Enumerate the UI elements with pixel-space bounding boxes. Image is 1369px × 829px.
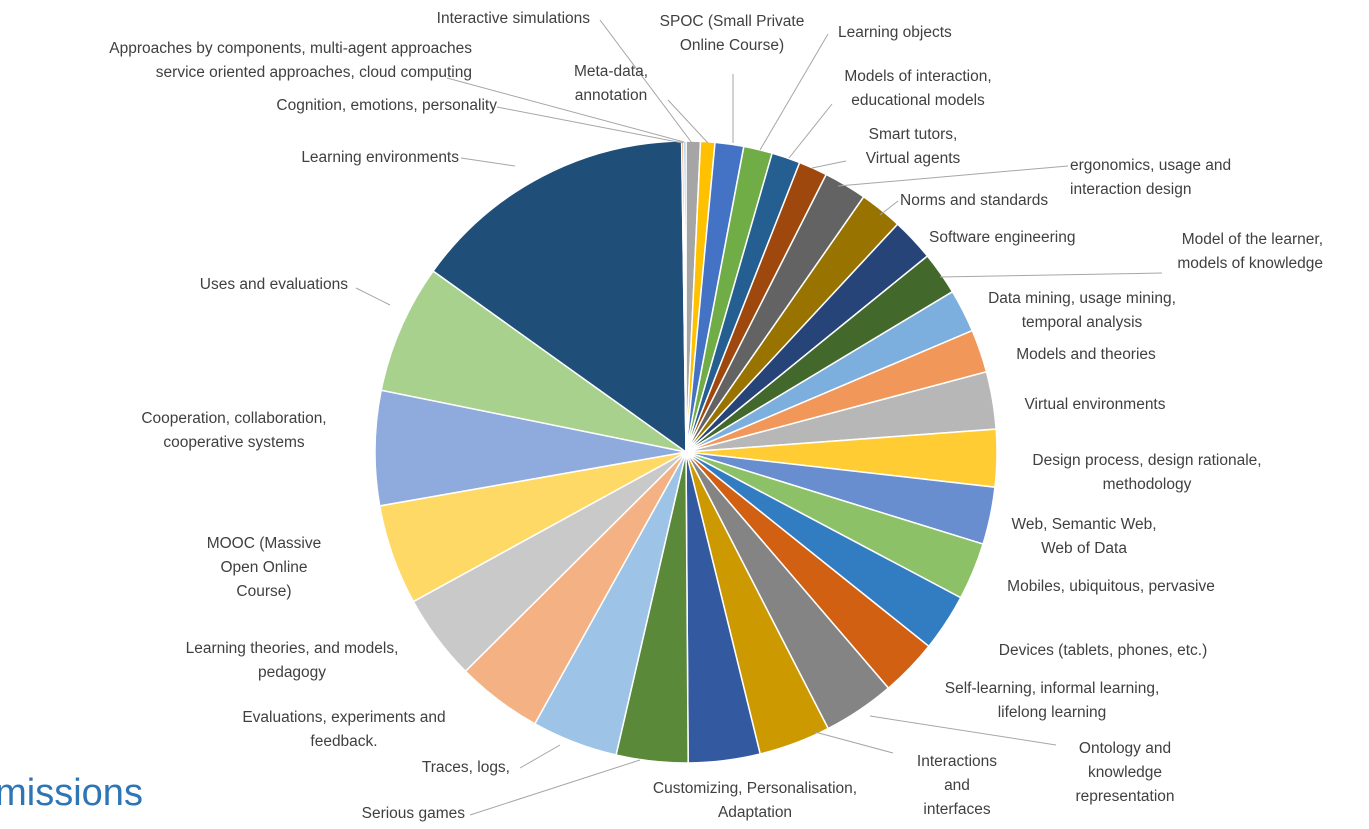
slice-label: methodology xyxy=(1103,476,1192,493)
slice-label: MOOC (Massive xyxy=(207,535,322,552)
pie-slices xyxy=(374,140,998,764)
slice-label: Norms and standards xyxy=(900,192,1048,209)
leader-line xyxy=(759,33,829,151)
slice-label: Evaluations, experiments and xyxy=(242,709,445,726)
slice-label: feedback. xyxy=(310,733,377,750)
slice-label: Learning objects xyxy=(838,24,952,41)
leader-line xyxy=(869,715,1057,746)
slice-label: Web, Semantic Web, xyxy=(1011,516,1156,533)
slice-label: Self-learning, informal learning, xyxy=(945,680,1160,697)
pie-slice xyxy=(432,140,687,454)
slice-label: Approaches by components, multi-agent ap… xyxy=(109,40,472,57)
slice-label: Data mining, usage mining, xyxy=(988,290,1176,307)
leader-line xyxy=(811,160,847,169)
slice-label: representation xyxy=(1075,788,1174,805)
leader-line xyxy=(667,99,709,144)
slice-label: Model of the learner, xyxy=(1182,231,1323,248)
slice-label: interfaces xyxy=(923,801,990,818)
leader-line xyxy=(599,19,693,144)
slice-label: Meta-data, xyxy=(574,63,648,80)
leader-line xyxy=(879,200,899,216)
slice-label: service oriented approaches, cloud compu… xyxy=(156,64,472,81)
slice-label: Software engineering xyxy=(929,229,1076,246)
slice-label: Interactions xyxy=(917,753,997,770)
slice-label: Models and theories xyxy=(1016,346,1156,363)
leader-line xyxy=(446,77,685,143)
slice-label: lifelong learning xyxy=(998,704,1107,721)
slice-label: Traces, logs, xyxy=(422,759,510,776)
slice-labels: Interactive simulations Meta-data, annotat… xyxy=(109,10,1323,822)
pie-slice xyxy=(380,269,687,453)
leader-line xyxy=(788,103,833,159)
slice-label: Customizing, Personalisation, xyxy=(653,780,857,797)
slice-label: pedagogy xyxy=(258,664,326,681)
slice-label: and xyxy=(944,777,970,794)
slice-label: Design process, design rationale, xyxy=(1032,452,1261,469)
slice-label: cooperative systems xyxy=(163,434,305,451)
slice-label: Mobiles, ubiquitous, pervasive xyxy=(1007,578,1215,595)
slice-label: models of knowledge xyxy=(1177,255,1323,272)
slice-label: SPOC (Small Private xyxy=(660,13,805,30)
leader-line xyxy=(469,759,641,816)
slice-label: annotation xyxy=(575,87,647,104)
slice-label: Open Online xyxy=(220,559,307,576)
leader-line xyxy=(939,272,1163,278)
slice-label: Course) xyxy=(236,583,291,600)
slice-label: ergonomics, usage and xyxy=(1070,157,1231,174)
slice-label: Devices (tablets, phones, etc.) xyxy=(999,642,1208,659)
slice-label: Learning theories, and models, xyxy=(186,640,399,657)
leader-lines xyxy=(355,19,1163,816)
slice-label: Models of interaction, xyxy=(844,68,991,85)
pie-slice xyxy=(683,140,687,453)
slice-label: Virtual environments xyxy=(1024,396,1165,413)
slice-label: interaction design xyxy=(1070,181,1192,198)
page-title: bmissions xyxy=(0,772,143,814)
leader-line xyxy=(814,731,894,754)
slice-label: Interactive simulations xyxy=(437,10,591,27)
slice-label: educational models xyxy=(851,92,985,109)
slice-label: Serious games xyxy=(362,805,466,822)
slice-label: Cognition, emotions, personality xyxy=(276,97,497,114)
slice-label: Virtual agents xyxy=(866,150,961,167)
slice-label: Cooperation, collaboration, xyxy=(141,410,326,427)
slice-label: Uses and evaluations xyxy=(200,276,348,293)
slice-label: Learning environments xyxy=(301,149,459,166)
leader-line xyxy=(519,744,561,769)
slice-label: knowledge xyxy=(1088,764,1162,781)
slice-label: Online Course) xyxy=(680,37,784,54)
slice-label: Smart tutors, xyxy=(869,126,958,143)
slice-label: Web of Data xyxy=(1041,540,1127,557)
slice-label: Adaptation xyxy=(718,804,792,821)
leader-line xyxy=(460,157,516,167)
leader-line xyxy=(355,287,391,306)
leader-line xyxy=(496,106,684,144)
leader-line xyxy=(837,165,1069,187)
slice-label: Ontology and xyxy=(1079,740,1171,757)
slice-label: temporal analysis xyxy=(1022,314,1143,331)
